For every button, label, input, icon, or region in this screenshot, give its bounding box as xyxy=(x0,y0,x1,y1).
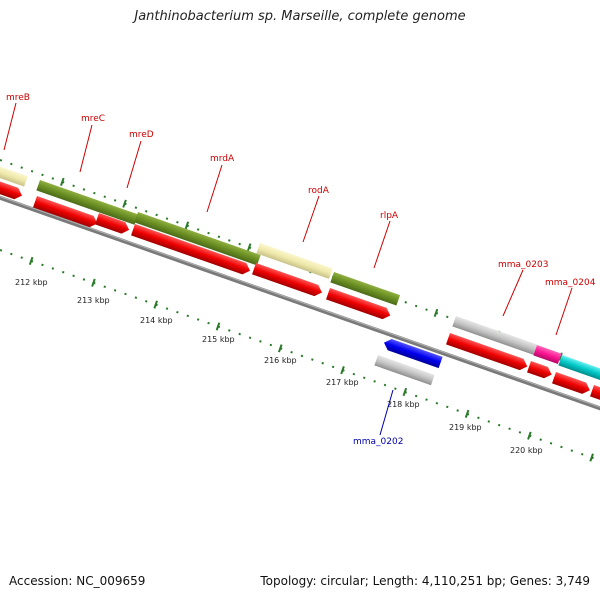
cds-segment-mma_0203[interactable] xyxy=(452,316,538,355)
gene-arrow-mreC[interactable] xyxy=(33,196,99,229)
tick-label: 214 kbp xyxy=(140,316,173,325)
tick-label: 213 kbp xyxy=(77,296,110,305)
cds-segment-mreB[interactable] xyxy=(0,163,28,187)
leader-mrdA xyxy=(206,164,223,213)
cds-segment-rodA[interactable] xyxy=(256,243,333,279)
lower-tick-track xyxy=(0,249,600,472)
cds-segment-mreC[interactable] xyxy=(36,180,139,225)
tick-label: 220 kbp xyxy=(510,446,543,455)
gene-arrow-mma_0204[interactable] xyxy=(552,372,592,396)
gene-arrow-mrdA[interactable] xyxy=(131,224,252,276)
gene-labels: mreB mreC mreD mrdA rodA rlpA mma_0203 m… xyxy=(6,93,596,447)
gene-label-mma_0202[interactable]: mma_0202 xyxy=(353,437,403,447)
gene-arrow-small[interactable] xyxy=(527,361,554,380)
gene-arrow-mma_0202[interactable] xyxy=(382,337,443,369)
gene-label-mma_0204[interactable]: mma_0204 xyxy=(545,278,596,288)
leader-rodA xyxy=(302,195,320,243)
leader-mreD xyxy=(126,140,142,189)
upper-tick-track xyxy=(0,159,600,382)
scale-labels: 212 kbp 213 kbp 214 kbp 215 kbp 216 kbp … xyxy=(15,278,543,455)
accession-text: Accession: NC_009659 xyxy=(9,574,146,588)
forward-genes xyxy=(0,178,600,405)
genome-backbone xyxy=(0,195,600,411)
tick-label: 212 kbp xyxy=(15,278,48,287)
gene-label-mrdA[interactable]: mrdA xyxy=(210,154,235,164)
tick-label: 217 kbp xyxy=(326,378,359,387)
cds-segment-rlpA[interactable] xyxy=(330,272,401,306)
gene-arrow-rodA[interactable] xyxy=(252,263,324,298)
gene-label-mreC[interactable]: mreC xyxy=(81,114,105,124)
leader-mreB xyxy=(3,102,17,151)
gene-arrow-rlpA[interactable] xyxy=(326,288,392,321)
lower-major-ticks xyxy=(28,256,594,462)
reverse-genes xyxy=(374,337,443,386)
leader-mma_0202 xyxy=(379,389,394,436)
gene-arrow-mma_0203[interactable] xyxy=(446,333,529,372)
cds-segment-mrdA[interactable] xyxy=(134,212,261,266)
cds-segment-mma_0204[interactable] xyxy=(558,355,600,386)
gene-arrow-mreB[interactable] xyxy=(0,178,24,201)
leader-rlpA xyxy=(373,220,391,269)
map-title: Janthinobacterium sp. Marseille, complet… xyxy=(134,9,466,24)
tick-label: 216 kbp xyxy=(264,356,297,365)
gene-arrow-edge[interactable] xyxy=(590,385,600,405)
cds-segment-magenta[interactable] xyxy=(533,345,562,364)
cds-track xyxy=(0,163,600,386)
gene-label-mreD[interactable]: mreD xyxy=(129,130,154,140)
tick-label: 219 kbp xyxy=(449,423,482,432)
gene-arrow-mreD[interactable] xyxy=(95,213,131,236)
cds-segment-mma_0202[interactable] xyxy=(374,355,435,386)
tick-label: 215 kbp xyxy=(202,335,235,344)
leader-mreC xyxy=(79,124,93,173)
genome-stats-text: Topology: circular; Length: 4,110,251 bp… xyxy=(260,574,590,588)
leader-mma_0204 xyxy=(555,287,573,336)
gene-label-rodA[interactable]: rodA xyxy=(308,186,330,196)
label-leaders xyxy=(3,102,573,436)
tick-label: 218 kbp xyxy=(387,400,420,409)
gene-label-mma_0203[interactable]: mma_0203 xyxy=(498,260,548,270)
gene-label-rlpA[interactable]: rlpA xyxy=(380,211,399,221)
leader-mma_0203 xyxy=(502,269,524,317)
genome-backbone-highlight xyxy=(0,196,600,408)
gene-label-mreB[interactable]: mreB xyxy=(6,93,30,103)
